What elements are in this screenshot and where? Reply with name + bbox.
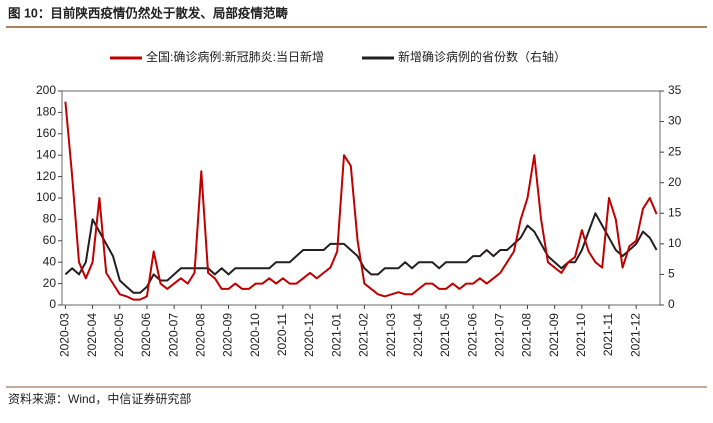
y2-tick-label: 0 [668,297,675,311]
y2-tick-label: 35 [668,83,682,97]
x-tick-label: 2020-09 [221,313,235,357]
x-tick-label: 2020-11 [275,313,289,356]
y-tick-label: 180 [36,105,56,119]
chart-title: 图 10：目前陕西疫情仍然处于散发、局部疫情范畴 [8,5,288,20]
y2-tick-label: 5 [668,267,675,281]
x-tick-label: 2021-02 [357,313,371,357]
y-tick-label: 20 [43,276,57,290]
x-tick-label: 2020-04 [85,313,99,357]
plot-frame [61,90,661,306]
y2-tick-label: 10 [668,236,682,250]
x-tick-label: 2020-10 [248,313,262,357]
x-tick-label: 2021-07 [492,313,506,357]
x-tick-label: 2021-12 [628,313,642,357]
y2-tick-label: 20 [668,175,682,189]
x-tick-label: 2020-06 [139,313,153,357]
y-tick-label: 140 [36,147,56,161]
y-tick-label: 80 [43,212,57,226]
y-tick-label: 60 [43,233,57,247]
x-tick-label: 2020-03 [58,313,72,357]
series-line [64,101,658,301]
x-tick-label: 2021-01 [329,313,343,357]
y2-tick-label: 25 [668,144,682,158]
source: 资料来源：Wind，中信证券研究部 [8,391,191,406]
x-tick-label: 2020-12 [302,313,316,357]
x-tick-label: 2021-09 [547,313,561,357]
x-tick-label: 2020-05 [112,313,126,357]
x-tick-label: 2021-10 [574,313,588,357]
x-tick-label: 2020-07 [166,313,180,357]
x-tick-label: 2021-08 [520,313,534,357]
x-tick-label: 2021-06 [465,313,479,357]
x-tick-label: 2021-05 [438,313,452,357]
y-tick-label: 200 [36,83,56,97]
y2-tick-label: 15 [668,205,682,219]
y-tick-label: 100 [36,190,56,204]
legend-label: 全国:确诊病例:新冠肺炎:当日新增 [146,49,324,64]
y-tick-label: 0 [49,297,56,311]
y-tick-label: 40 [43,254,57,268]
x-tick-label: 2020-08 [193,313,207,357]
y-tick-label: 160 [36,126,56,140]
legend-label: 新增确诊病例的省份数（右轴） [398,49,566,64]
y2-tick-label: 30 [668,114,682,128]
x-tick-label: 2021-11 [601,313,615,356]
y-tick-label: 120 [36,169,56,183]
x-tick-label: 2021-04 [411,313,425,357]
x-tick-label: 2021-03 [384,313,398,357]
